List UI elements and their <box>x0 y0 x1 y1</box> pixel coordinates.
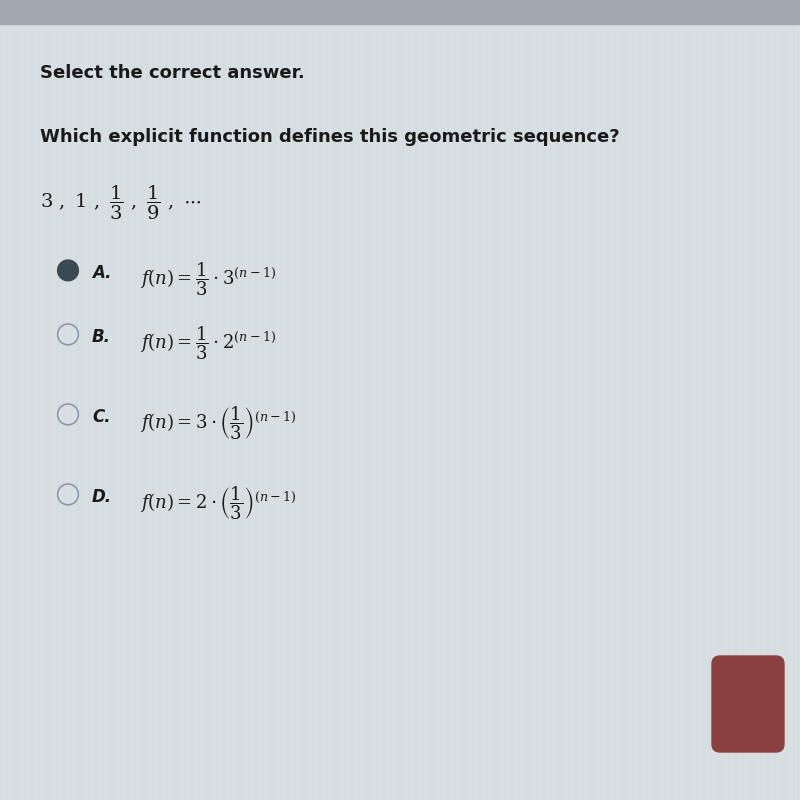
Text: D.: D. <box>92 488 112 506</box>
Text: Which explicit function defines this geometric sequence?: Which explicit function defines this geo… <box>40 128 620 146</box>
FancyBboxPatch shape <box>0 0 800 24</box>
Text: C.: C. <box>92 408 110 426</box>
Text: $f(n) = \dfrac{1}{3} \cdot 3^{(n - 1)}$: $f(n) = \dfrac{1}{3} \cdot 3^{(n - 1)}$ <box>140 261 276 298</box>
Text: $f(n) = 2 \cdot \left(\dfrac{1}{3}\right)^{(n - 1)}$: $f(n) = 2 \cdot \left(\dfrac{1}{3}\right… <box>140 485 297 522</box>
Text: Select the correct answer.: Select the correct answer. <box>40 64 305 82</box>
Text: $3\ ,\ 1\ ,\ \dfrac{1}{3}\ ,\ \dfrac{1}{9}\ ,\ \cdots$: $3\ ,\ 1\ ,\ \dfrac{1}{3}\ ,\ \dfrac{1}{… <box>40 184 202 222</box>
Circle shape <box>58 260 78 281</box>
Text: $f(n) = 3 \cdot \left(\dfrac{1}{3}\right)^{(n - 1)}$: $f(n) = 3 \cdot \left(\dfrac{1}{3}\right… <box>140 405 297 442</box>
FancyBboxPatch shape <box>712 656 784 752</box>
Text: $f(n) = \dfrac{1}{3} \cdot 2^{(n - 1)}$: $f(n) = \dfrac{1}{3} \cdot 2^{(n - 1)}$ <box>140 325 276 362</box>
Text: B.: B. <box>92 328 111 346</box>
Text: A.: A. <box>92 264 111 282</box>
